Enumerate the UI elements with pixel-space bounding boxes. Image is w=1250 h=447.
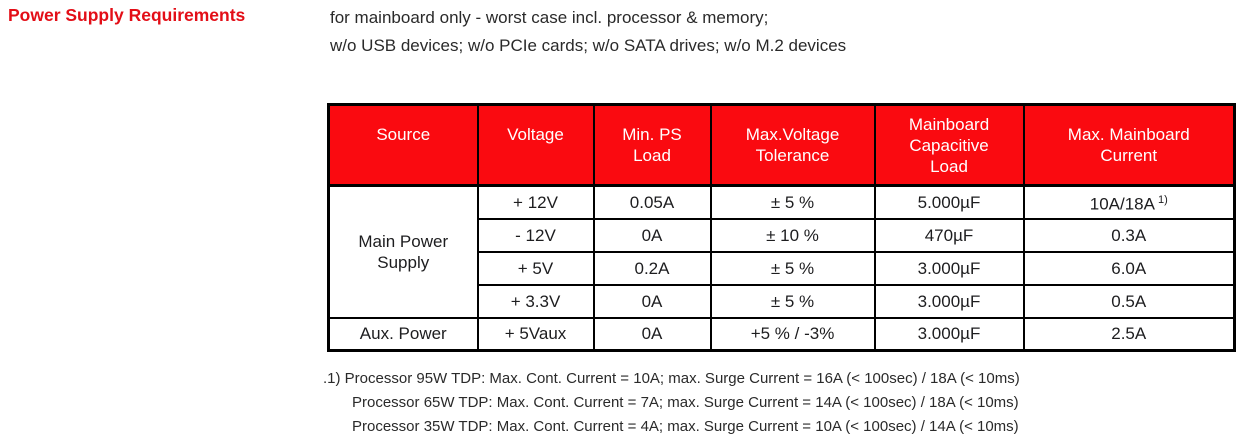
cell-max-voltage-tolerance: +5 % / -3% (709, 316, 876, 352)
table-header-row: Source Voltage Min. PS Load Max.Voltage … (327, 103, 1236, 187)
table-row: + 3.3V 0A ± 5 % 3.000µF 0.5A (329, 283, 1236, 319)
col-header-max-mainboard-current: Max. Mainboard Current (1022, 103, 1236, 187)
footnote-line-3: Processor 35W TDP: Max. Cont. Current = … (352, 418, 1019, 435)
col-header-mainboard-capacitive-load: Mainboard Capacitive Load (873, 103, 1025, 187)
cell-max-mainboard-current: 10A/18A 1) (1022, 184, 1236, 220)
cell-source-aux-power: Aux. Power (327, 316, 479, 352)
footnote-line-1: .1) Processor 95W TDP: Max. Cont. Curren… (323, 370, 1020, 387)
cell-voltage: + 5Vaux (476, 316, 595, 352)
cell-max-mainboard-current: 0.3A (1022, 217, 1236, 253)
col-header-source: Source (327, 103, 479, 187)
cell-max-voltage-tolerance: ± 5 % (709, 184, 876, 220)
cell-min-ps-load: 0A (592, 316, 712, 352)
section-title: Power Supply Requirements (8, 5, 246, 25)
col-header-max-voltage-tolerance: Max.Voltage Tolerance (709, 103, 876, 187)
cell-mainboard-capacitive-load: 3.000µF (873, 283, 1025, 319)
footnote-marker: 1) (1157, 193, 1168, 206)
cell-max-mainboard-current: 2.5A (1022, 316, 1236, 352)
col-header-voltage: Voltage (476, 103, 595, 187)
table-row: + 5V 0.2A ± 5 % 3.000µF 6.0A (329, 250, 1236, 286)
cell-mainboard-capacitive-load: 3.000µF (873, 250, 1025, 286)
cell-mainboard-capacitive-load: 3.000µF (873, 316, 1025, 352)
intro-line-2: w/o USB devices; w/o PCIe cards; w/o SAT… (330, 36, 847, 55)
col-header-min-ps-load: Min. PS Load (592, 103, 712, 187)
power-supply-table: Source Voltage Min. PS Load Max.Voltage … (327, 103, 1236, 352)
cell-min-ps-load: 0A (592, 217, 712, 253)
cell-voltage: + 12V (476, 184, 595, 220)
table-row: - 12V 0A ± 10 % 470µF 0.3A (329, 217, 1236, 253)
intro-text: for mainboard only - worst case incl. pr… (330, 4, 846, 60)
cell-voltage: + 5V (476, 250, 595, 286)
cell-max-voltage-tolerance: ± 5 % (709, 250, 876, 286)
intro-line-1: for mainboard only - worst case incl. pr… (330, 8, 769, 27)
cell-max-voltage-tolerance: ± 5 % (709, 283, 876, 319)
footnotes: .1) Processor 95W TDP: Max. Cont. Curren… (323, 367, 1020, 439)
cell-min-ps-load: 0.05A (592, 184, 712, 220)
table-row: Main Power Supply + 12V 0.05A ± 5 % 5.00… (327, 184, 1236, 319)
cell-min-ps-load: 0.2A (592, 250, 712, 286)
cell-voltage: + 3.3V (476, 283, 595, 319)
cell-max-mainboard-current: 0.5A (1022, 283, 1236, 319)
cell-min-ps-load: 0A (592, 283, 712, 319)
max-current-value: 10A/18A (1089, 194, 1155, 214)
footnote-line-2: Processor 65W TDP: Max. Cont. Current = … (352, 394, 1019, 411)
table-row: Aux. Power + 5Vaux 0A +5 % / -3% 3.000µF… (327, 316, 1236, 352)
cell-mainboard-capacitive-load: 5.000µF (873, 184, 1025, 220)
cell-mainboard-capacitive-load: 470µF (873, 217, 1025, 253)
cell-voltage: - 12V (476, 217, 595, 253)
cell-source-main-power-supply: Main Power Supply (327, 184, 479, 319)
cell-max-voltage-tolerance: ± 10 % (709, 217, 876, 253)
cell-max-mainboard-current: 6.0A (1022, 250, 1236, 286)
